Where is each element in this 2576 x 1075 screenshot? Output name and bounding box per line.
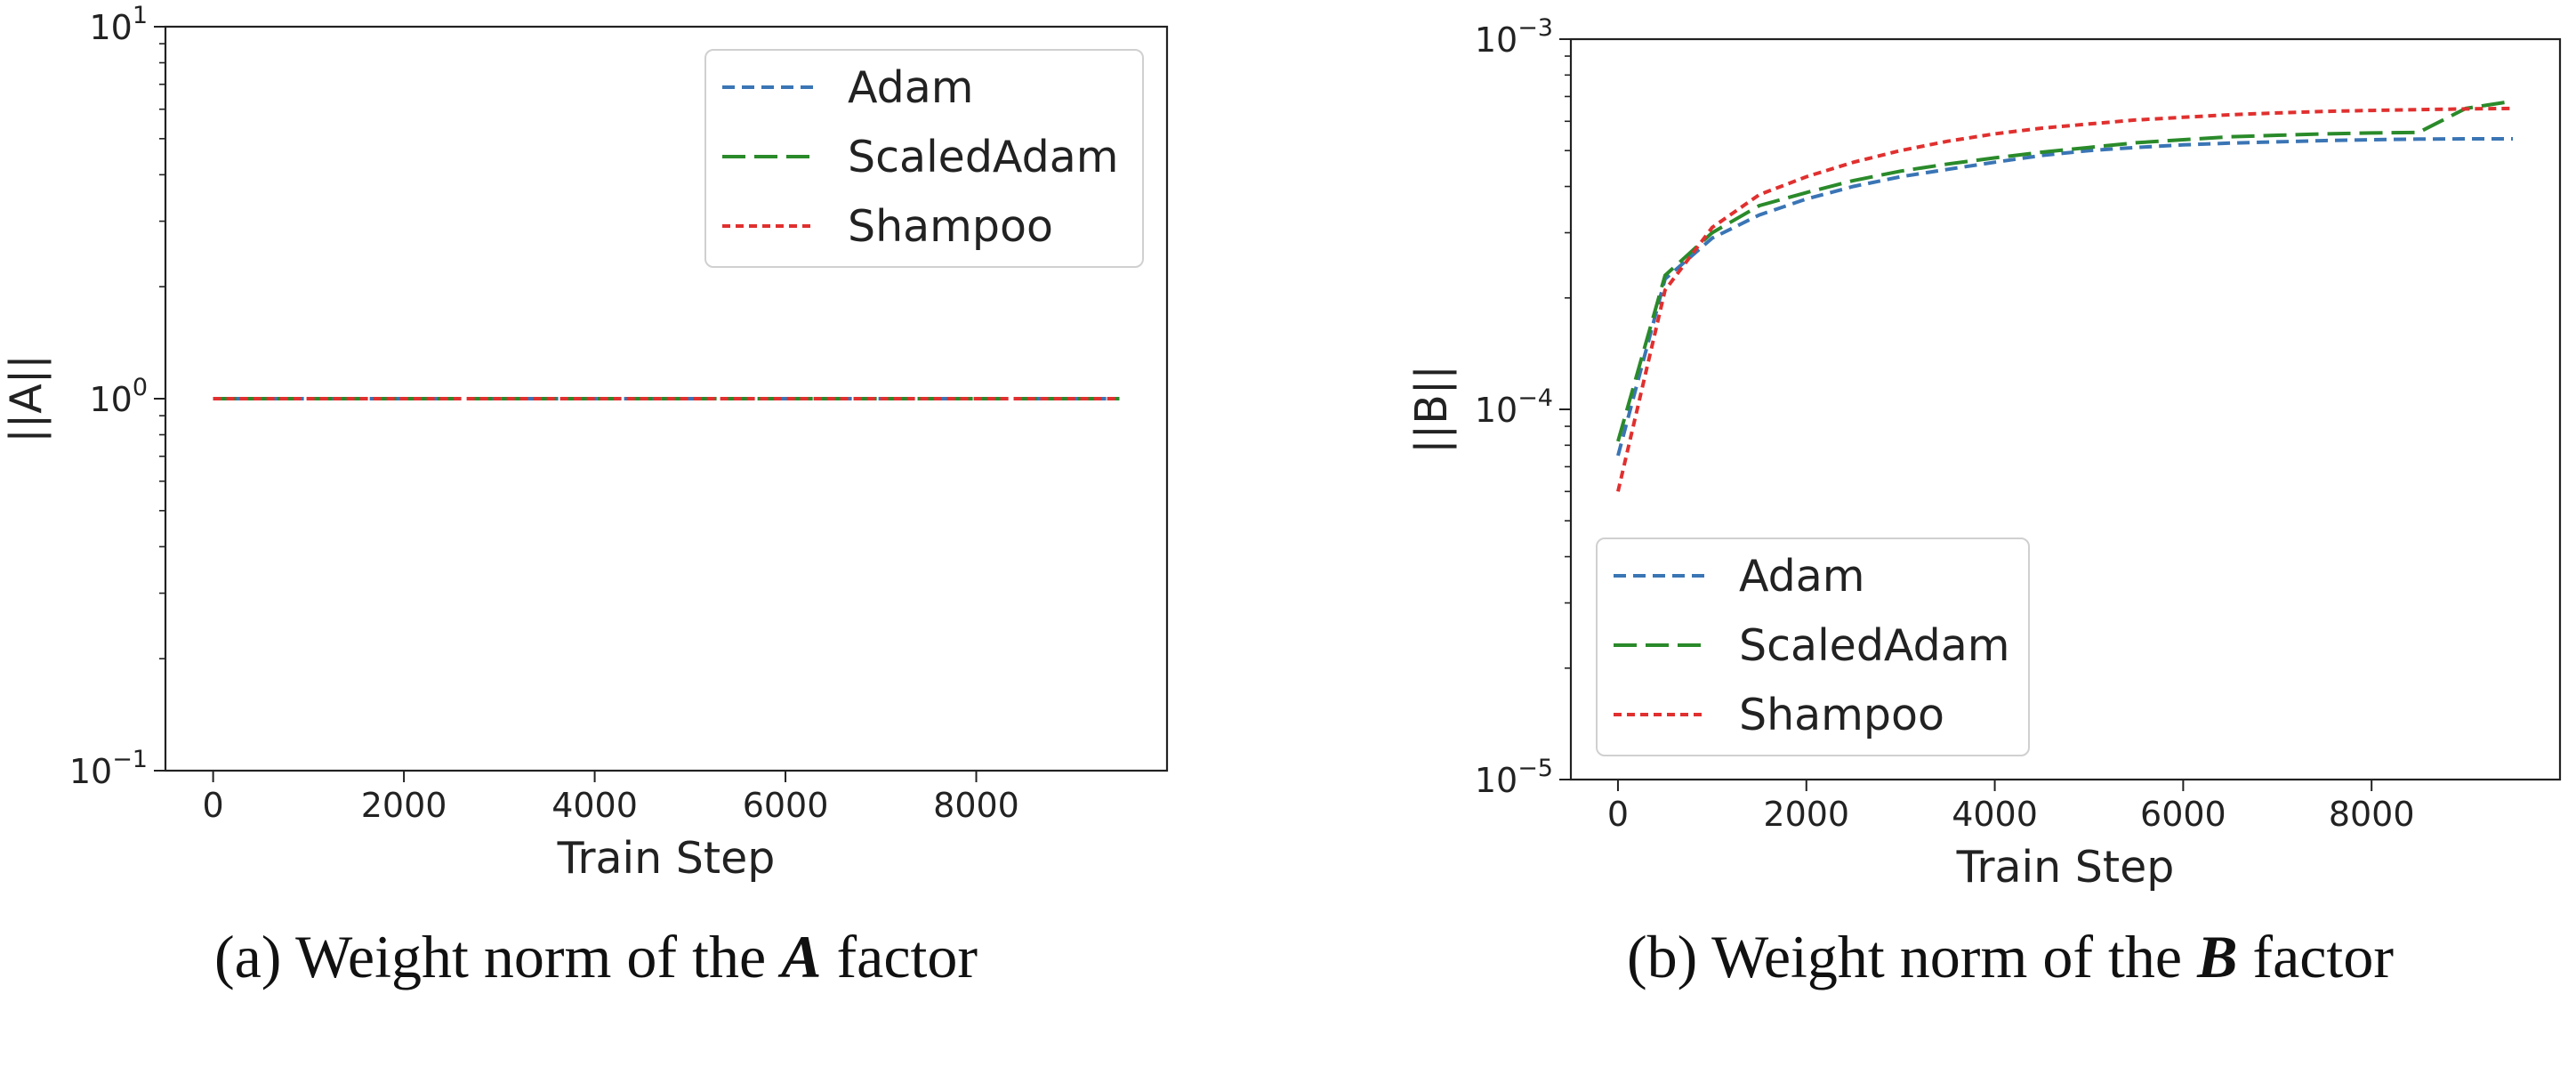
y-axis-label: ||A|| [1, 354, 52, 443]
series-line-scaledadam [1616, 99, 2514, 442]
caption-a: (a) Weight norm of the A factor [214, 923, 978, 990]
legend: Adam ScaledAdam Shampoo [1596, 538, 2030, 756]
y-tick-label: 10−4 [1475, 384, 1553, 430]
chart-panel-a: 101 100 10−1 0 2000 4000 6000 8000 Train Step ||A… [1, 2, 1169, 884]
legend-label-shampoo: Shampoo [848, 201, 1053, 252]
x-tick-label: 6000 [2140, 795, 2226, 834]
legend-box [1596, 538, 2030, 756]
x-tick-label: 6000 [743, 786, 829, 825]
series-line-adam [1616, 137, 2513, 457]
x-axis-label: Train Step [557, 833, 776, 884]
x-tick-label: 0 [203, 786, 224, 825]
legend: Adam ScaledAdam Shampoo [704, 49, 1144, 268]
x-tick-label: 4000 [1952, 795, 2038, 834]
x-tick-label: 8000 [933, 786, 1019, 825]
x-tick-label: 2000 [361, 786, 447, 825]
y-tick-label: 10−1 [69, 746, 148, 791]
x-axis-label: Train Step [1956, 842, 2175, 893]
y-tick-label: 100 [89, 374, 148, 419]
legend-label-scaledadam: ScaledAdam [848, 132, 1118, 182]
legend-label-shampoo: Shampoo [1739, 690, 1944, 740]
legend-label-adam: Adam [1739, 551, 1865, 602]
caption-b: (b) Weight norm of the B factor [1627, 923, 2394, 990]
chart-panel-b: 10−3 10−4 10−5 0 2000 4000 6000 8000 Train Step |… [1406, 14, 2562, 893]
series-line-shampoo [1616, 106, 2514, 492]
legend-label-scaledadam: ScaledAdam [1739, 620, 2009, 671]
x-tick-label: 2000 [1763, 795, 1849, 834]
legend-box [704, 49, 1144, 268]
y-tick-label: 10−5 [1475, 755, 1553, 800]
y-tick-label: 101 [89, 2, 148, 47]
x-tick-label: 8000 [2329, 795, 2415, 834]
x-tick-label: 4000 [551, 786, 638, 825]
legend-label-adam: Adam [848, 62, 974, 113]
y-axis-label: ||B|| [1406, 365, 1457, 454]
y-tick-label: 10−3 [1475, 14, 1553, 60]
x-tick-label: 0 [1607, 795, 1629, 834]
